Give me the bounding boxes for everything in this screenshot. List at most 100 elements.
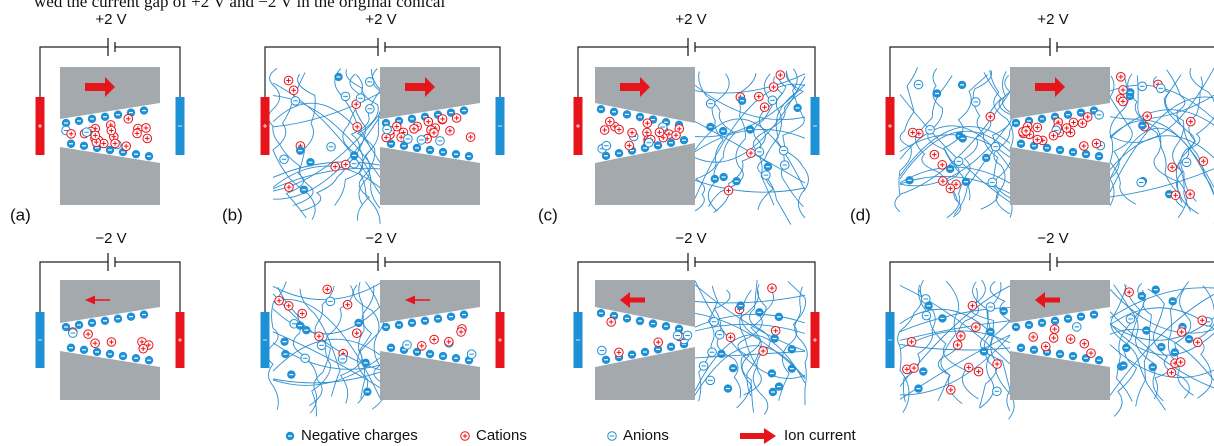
anion — [356, 94, 365, 103]
polymer-chain — [341, 282, 384, 404]
cation — [625, 141, 634, 150]
cation — [771, 326, 780, 335]
cation — [461, 432, 470, 441]
negative-charge — [426, 350, 434, 358]
cation — [466, 133, 475, 142]
negative-charge — [1095, 356, 1103, 364]
cation — [643, 119, 652, 128]
negative-charge — [434, 315, 442, 323]
cation — [1119, 97, 1128, 106]
negative-charge — [706, 123, 714, 131]
negative-charge — [300, 186, 308, 194]
negative-charge — [452, 354, 460, 362]
panel-label: (b) — [222, 205, 243, 224]
anion — [404, 135, 413, 144]
cation — [457, 328, 466, 337]
negative-charge — [1169, 297, 1177, 305]
negative-charge — [597, 105, 605, 113]
negative-charge — [460, 106, 468, 114]
negative-charge — [296, 146, 304, 154]
negative-charge — [1012, 119, 1020, 127]
negative-charge — [1119, 361, 1127, 369]
cation — [607, 318, 616, 327]
cation — [323, 285, 332, 294]
negative-charge — [924, 302, 932, 310]
voltage-label: −2 V — [1037, 230, 1068, 247]
cation — [910, 364, 919, 373]
cation — [91, 131, 100, 140]
cation — [939, 177, 948, 186]
cation — [122, 142, 131, 151]
cation — [1186, 117, 1195, 126]
anion — [1072, 323, 1081, 332]
cation — [424, 117, 433, 126]
legend-label: Anions — [623, 427, 669, 444]
cation — [285, 183, 294, 192]
negative-charge — [114, 315, 122, 323]
negative-charge — [67, 140, 75, 148]
polymer-chain — [898, 290, 922, 413]
negative-charge — [654, 141, 662, 149]
negative-charge — [350, 151, 358, 159]
negative-charge — [746, 125, 754, 133]
anion — [1182, 158, 1191, 167]
negative-charge — [408, 319, 416, 327]
cation — [1168, 163, 1177, 172]
channel-wall — [380, 351, 480, 400]
negative-charge — [738, 97, 746, 105]
negative-charge — [80, 142, 88, 150]
cation — [600, 126, 609, 135]
anion — [683, 331, 692, 340]
cation — [993, 360, 1002, 369]
negative-charge — [75, 117, 83, 125]
cation — [1143, 112, 1152, 121]
negative-charge — [1149, 363, 1157, 371]
cation — [1171, 191, 1180, 200]
anion — [922, 311, 931, 320]
negative-charge — [768, 369, 776, 377]
anion — [291, 97, 300, 106]
anion — [991, 142, 1000, 151]
legend-label: Negative charges — [301, 427, 418, 444]
negative-charge — [958, 81, 966, 89]
anion — [280, 155, 289, 164]
negative-charge — [623, 314, 631, 322]
negative-charge — [80, 346, 88, 354]
cation — [452, 114, 461, 123]
anion — [301, 354, 310, 363]
cation — [107, 126, 116, 135]
negative-charge — [1017, 344, 1025, 352]
cation — [142, 124, 151, 133]
negative-charge — [287, 370, 295, 378]
negative-charge — [127, 312, 135, 320]
negative-charge — [1152, 286, 1160, 294]
negative-charge — [628, 350, 636, 358]
negative-charge — [88, 115, 96, 123]
negative-charge — [732, 177, 740, 185]
channel-wall — [1010, 351, 1110, 400]
negative-charge — [145, 356, 153, 364]
cation — [968, 301, 977, 310]
negative-charge — [1095, 152, 1103, 160]
cation — [284, 302, 293, 311]
anion — [710, 317, 719, 326]
anion — [715, 330, 724, 339]
cation — [747, 149, 756, 158]
cation — [353, 123, 362, 132]
negative-charge — [905, 176, 913, 184]
negative-charge — [280, 337, 288, 345]
negative-charge — [933, 89, 941, 97]
negative-charge — [623, 110, 631, 118]
cation — [107, 338, 116, 347]
cation — [606, 117, 615, 126]
cation — [284, 76, 293, 85]
negative-charge — [421, 317, 429, 325]
cation — [352, 329, 361, 338]
negative-charge — [719, 127, 727, 135]
cation — [672, 131, 681, 140]
cation — [655, 128, 664, 137]
cation — [1177, 328, 1186, 337]
cation — [298, 309, 307, 318]
negative-charge — [101, 317, 109, 325]
cation — [275, 296, 284, 305]
